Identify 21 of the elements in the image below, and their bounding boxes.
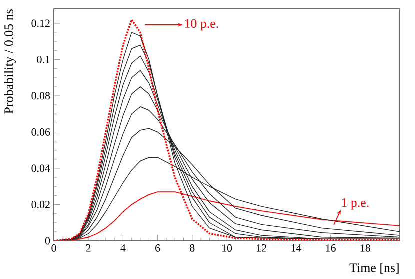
x-tick-label: 16 [326, 244, 336, 252]
y-tick-label: 0.06 [32, 128, 50, 136]
x-tick-label: 18 [360, 244, 370, 252]
annotation: 10 p.e. [185, 19, 218, 31]
y-tick-label: 0.08 [32, 92, 50, 100]
y-tick-label: 0.04 [32, 164, 50, 172]
y-tick-label: 0.1 [37, 56, 50, 64]
x-tick-label: 8 [190, 244, 195, 252]
y-tick-label: 0.02 [32, 201, 50, 208]
x-tick-label: 2 [86, 244, 91, 252]
x-tick-label: 4 [120, 244, 126, 252]
x-tick-label: 14 [292, 244, 302, 252]
x-tick-label: 6 [156, 244, 160, 252]
y-axis-title: Probability / 0.05 ns [4, 10, 16, 114]
x-tick-label: 12 [257, 244, 266, 252]
x-tick-label: 10 [222, 244, 232, 252]
y-tick-label: 0 [45, 237, 50, 245]
x-axis-title: Time [ns] [350, 263, 399, 274]
y-tick-label: 0.12 [32, 20, 50, 28]
x-tick-label: 0 [52, 244, 56, 252]
annotation: 1 p.e. [342, 198, 369, 210]
